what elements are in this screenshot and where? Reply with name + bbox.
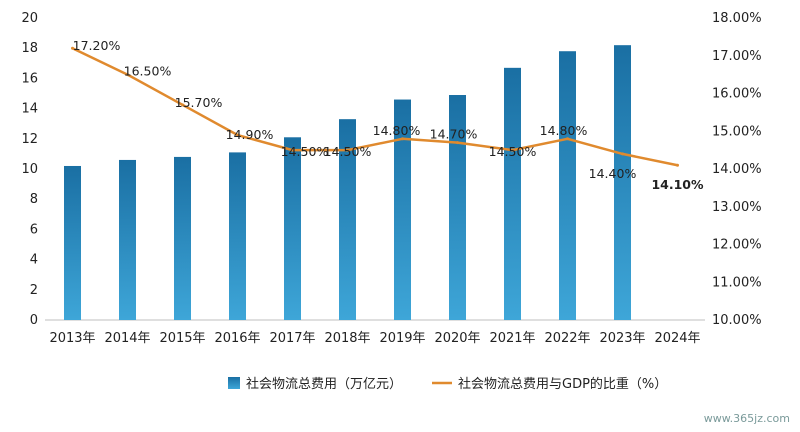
legend-label-bar: 社会物流总费用（万亿元） <box>246 376 402 392</box>
x-axis: 2013年 2014年 2015年 2016年 2017年 2018年 2019年 2020年… <box>45 319 705 346</box>
left-tick-label: 10 <box>21 162 38 177</box>
left-tick-label: 0 <box>30 313 38 328</box>
line-data-label: 14.90% <box>226 127 274 142</box>
line-point <box>291 148 294 152</box>
left-tick-label: 12 <box>21 132 38 147</box>
legend-label-line: 社会物流总费用与GDP的比重（%） <box>458 376 667 392</box>
line-data-label: 14.70% <box>430 127 478 142</box>
left-tick-label: 20 <box>21 11 38 26</box>
left-axis: 0 2 4 6 8 10 12 14 16 18 20 <box>21 11 38 328</box>
left-tick-label: 16 <box>21 71 38 86</box>
bar <box>504 67 521 320</box>
line-point <box>456 141 459 145</box>
line-point <box>566 137 569 141</box>
x-tick-label: 2016年 <box>214 331 260 346</box>
bar <box>119 159 136 320</box>
right-tick-label: 15.00% <box>712 124 762 139</box>
line-point <box>676 163 679 167</box>
line-data-label: 14.80% <box>540 123 588 138</box>
x-tick-label: 2021年 <box>489 331 535 346</box>
line-data-label: 14.40% <box>589 166 637 181</box>
x-tick-label: 2020年 <box>434 331 480 346</box>
legend-swatch-bar <box>228 377 240 389</box>
right-tick-label: 16.00% <box>712 87 762 102</box>
line-point <box>511 148 514 152</box>
line-data-label: 15.70% <box>175 95 223 110</box>
legend: 社会物流总费用（万亿元） 社会物流总费用与GDP的比重（%） <box>228 376 667 392</box>
line-point <box>126 73 129 77</box>
right-tick-label: 18.00% <box>712 11 762 26</box>
line-point <box>401 137 404 141</box>
x-tick-label: 2024年 <box>654 331 700 346</box>
x-tick-label: 2017年 <box>269 331 315 346</box>
line-point <box>71 46 74 50</box>
left-tick-label: 8 <box>30 192 38 207</box>
left-tick-label: 14 <box>21 102 38 117</box>
line-data-label: 14.50% <box>324 144 372 159</box>
line-data-label: 14.10% <box>651 177 704 192</box>
left-tick-label: 4 <box>30 253 38 268</box>
bar <box>559 51 576 320</box>
left-tick-label: 6 <box>30 222 38 237</box>
bar <box>174 156 191 320</box>
line-path <box>71 47 678 167</box>
right-tick-label: 12.00% <box>712 238 762 253</box>
x-tick-label: 2013年 <box>49 331 95 346</box>
bar <box>229 152 246 320</box>
watermark-text: www.365jz.com <box>704 412 790 425</box>
bar-series <box>64 45 631 321</box>
x-tick-label: 2014年 <box>104 331 150 346</box>
right-tick-label: 17.00% <box>712 49 762 64</box>
x-tick-label: 2022年 <box>544 331 590 346</box>
left-tick-label: 2 <box>30 283 38 298</box>
line-point <box>181 103 184 107</box>
bar <box>614 45 631 321</box>
data-labels: 17.20%16.50%15.70%14.90%14.50%14.50%14.8… <box>73 38 704 192</box>
right-tick-label: 13.00% <box>712 200 762 215</box>
x-tick-label: 2015年 <box>159 331 205 346</box>
line-point <box>346 148 349 152</box>
x-tick-label: 2019年 <box>379 331 425 346</box>
line-data-label: 14.50% <box>489 144 537 159</box>
line-series <box>71 46 679 167</box>
line-data-label: 14.50% <box>281 144 329 159</box>
x-tick-label: 2018年 <box>324 331 370 346</box>
right-tick-label: 14.00% <box>712 162 762 177</box>
x-tick-label: 2023年 <box>599 331 645 346</box>
line-point <box>621 152 624 156</box>
right-axis: 10.00% 11.00% 12.00% 13.00% 14.00% 15.00% 16.0… <box>712 11 762 328</box>
bar <box>394 99 411 320</box>
bar <box>449 95 466 320</box>
line-data-label: 17.20% <box>73 38 121 53</box>
right-tick-label: 10.00% <box>712 313 762 328</box>
right-tick-label: 11.00% <box>712 275 762 290</box>
left-tick-label: 18 <box>21 41 38 56</box>
bar <box>64 165 81 320</box>
bar <box>339 119 356 320</box>
bar <box>284 137 301 320</box>
line-point <box>236 133 239 137</box>
line-data-label: 16.50% <box>124 64 172 79</box>
line-data-label: 14.80% <box>373 123 421 138</box>
